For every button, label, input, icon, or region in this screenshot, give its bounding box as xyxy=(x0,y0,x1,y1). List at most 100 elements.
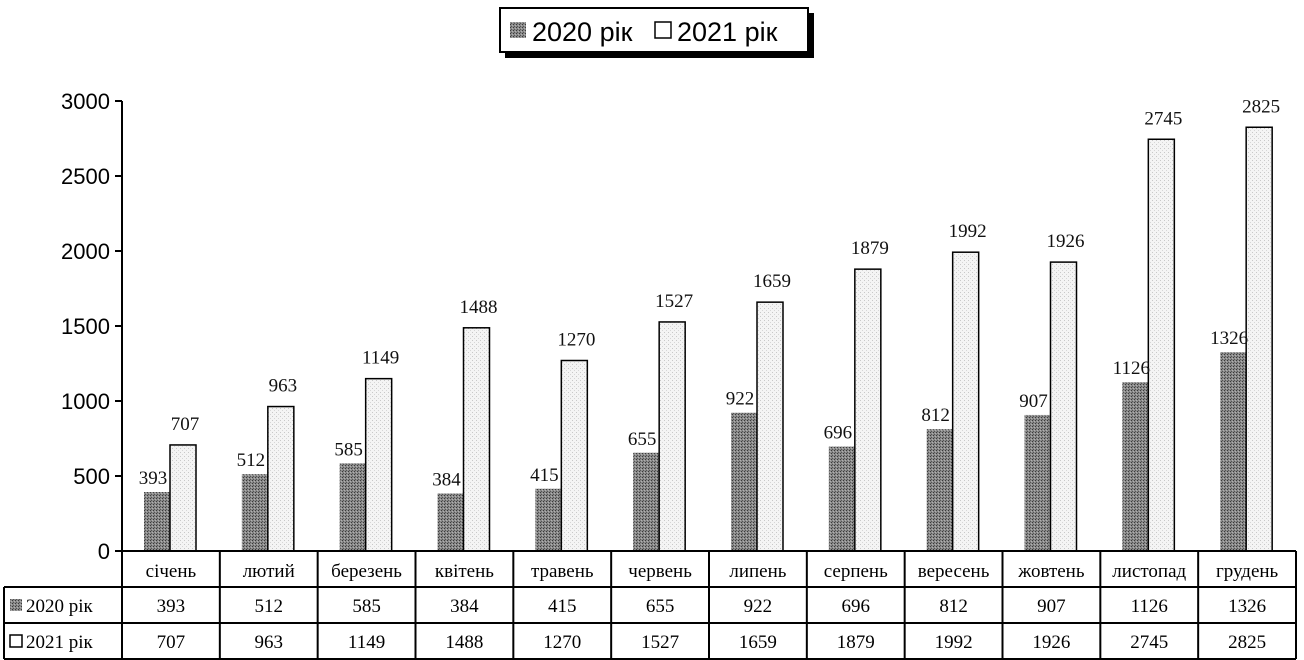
data-label-2020: 393 xyxy=(139,468,168,489)
x-category-label: червень xyxy=(628,561,692,582)
y-tick-label: 1000 xyxy=(61,389,110,414)
y-tick-label: 2500 xyxy=(61,164,110,189)
table-cell: 1488 xyxy=(445,632,483,653)
legend-swatch-2020 xyxy=(510,22,526,38)
data-table: січень лютий березень квітень травень червень… xyxy=(3,550,1297,660)
data-label-2021: 1149 xyxy=(362,348,399,369)
x-category-label: січень xyxy=(146,561,197,582)
x-category-label: травень xyxy=(531,561,594,582)
data-label-2020: 907 xyxy=(1019,391,1048,412)
table-cell: 393 xyxy=(157,596,186,617)
bar-2020 xyxy=(633,452,660,551)
table-series-label: 2021 рік xyxy=(26,632,94,653)
y-tick-label: 0 xyxy=(98,539,110,564)
x-category-label: листопад xyxy=(1112,561,1186,582)
y-tick-label: 1500 xyxy=(61,314,110,339)
bar-2021 xyxy=(560,359,589,552)
data-label-2020: 585 xyxy=(334,439,363,460)
bar-2021 xyxy=(1245,126,1273,552)
table-cell: 707 xyxy=(157,632,186,653)
data-label-2021: 1270 xyxy=(557,330,595,351)
y-tick-label: 500 xyxy=(73,464,110,489)
data-label-2020: 655 xyxy=(628,429,657,450)
data-label-2021: 2825 xyxy=(1242,96,1280,117)
data-labels: 393 707 512 963 585 1149 384 1488 415 1270 655 1527… xyxy=(139,96,1280,490)
y-tick-label: 3000 xyxy=(61,89,110,114)
bar-2020 xyxy=(535,488,562,551)
x-category-label: серпень xyxy=(824,561,888,582)
table-swatch-2021 xyxy=(9,634,23,648)
legend: 2020 рік 2021 рік xyxy=(499,7,814,58)
bar-2021 xyxy=(169,444,197,552)
table-cell: 696 xyxy=(842,596,871,617)
table-cell: 1270 xyxy=(543,632,581,653)
data-label-2021: 1659 xyxy=(753,271,791,292)
table-cell: 1149 xyxy=(348,632,385,653)
data-label-2020: 415 xyxy=(530,465,559,486)
bar-2021 xyxy=(462,327,491,552)
bar-2020 xyxy=(731,412,757,551)
bar-2020 xyxy=(828,446,855,551)
bar-2021 xyxy=(951,251,980,552)
bar-2020 xyxy=(1220,352,1247,551)
bar-2021 xyxy=(658,321,686,552)
bar-2020 xyxy=(437,493,464,551)
data-label-2021: 2745 xyxy=(1144,108,1182,129)
table-cell: 585 xyxy=(352,596,381,617)
data-label-2021: 1992 xyxy=(949,221,987,242)
x-category-label: липень xyxy=(729,561,786,582)
data-label-2020: 1326 xyxy=(1210,328,1248,349)
bar-2021 xyxy=(1049,261,1078,552)
data-label-2020: 696 xyxy=(824,423,853,444)
table-cell: 907 xyxy=(1037,596,1066,617)
table-cell: 1879 xyxy=(837,632,875,653)
table-cell: 2825 xyxy=(1228,632,1266,653)
data-label-2021: 1879 xyxy=(851,238,889,259)
x-category-label: вересень xyxy=(918,561,990,582)
data-label-2020: 512 xyxy=(237,450,266,471)
table-series-label: 2020 рік xyxy=(26,596,94,617)
table-cell: 922 xyxy=(744,596,773,617)
data-label-2021: 963 xyxy=(269,376,298,397)
table-cell: 1527 xyxy=(641,632,679,653)
table-cell: 1926 xyxy=(1032,632,1070,653)
bar-2020 xyxy=(241,474,268,551)
bar-2021 xyxy=(364,377,393,552)
table-cell: 512 xyxy=(255,596,284,617)
bar-2020 xyxy=(144,492,170,551)
data-label-2020: 812 xyxy=(921,405,950,426)
data-label-2021: 1527 xyxy=(655,291,693,312)
bar-2020 xyxy=(926,429,953,551)
bar-2021 xyxy=(267,405,295,552)
bar-2021 xyxy=(756,301,784,552)
y-axis: 0 500 1000 1500 2000 2500 3000 xyxy=(61,89,123,564)
bar-2021 xyxy=(1147,138,1176,552)
data-label-2021: 707 xyxy=(171,414,200,435)
y-tick-label: 2000 xyxy=(61,239,110,264)
data-label-2021: 1926 xyxy=(1047,231,1085,252)
bar-2020 xyxy=(1024,414,1051,551)
legend-swatch-2021 xyxy=(654,21,672,39)
data-label-2021: 1488 xyxy=(460,297,498,318)
data-label-2020: 922 xyxy=(726,389,755,410)
table-cell: 2745 xyxy=(1130,632,1168,653)
bar-2020 xyxy=(1122,382,1149,551)
data-label-2020: 384 xyxy=(432,469,461,490)
x-category-label: грудень xyxy=(1216,561,1279,582)
table-cell: 1326 xyxy=(1228,596,1266,617)
x-category-label: лютий xyxy=(243,561,295,582)
data-label-2020: 1126 xyxy=(1113,358,1150,379)
x-category-label: березень xyxy=(331,561,402,582)
legend-label-2020: 2020 рік xyxy=(532,17,633,47)
table-cell: 1992 xyxy=(935,632,973,653)
legend-label-2021: 2021 рік xyxy=(677,17,778,47)
table-cell: 415 xyxy=(548,596,577,617)
table-cell: 384 xyxy=(450,596,479,617)
bars xyxy=(144,126,1273,552)
table-swatch-2020 xyxy=(10,599,22,611)
table-cell: 1659 xyxy=(739,632,777,653)
bar-2020 xyxy=(339,463,366,551)
table-cell: 655 xyxy=(646,596,675,617)
table-cell: 812 xyxy=(939,596,968,617)
